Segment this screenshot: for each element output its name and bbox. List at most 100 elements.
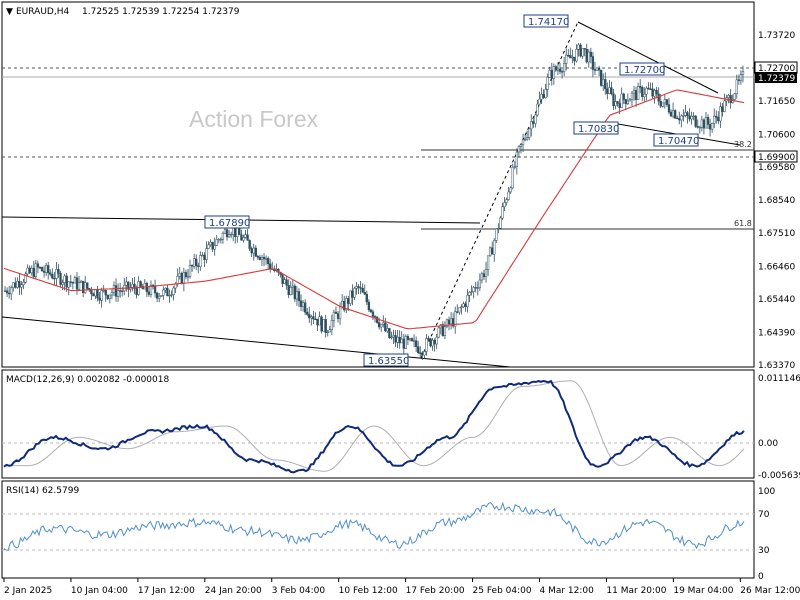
candle-body	[700, 119, 704, 128]
candle-body	[431, 339, 434, 347]
candle-body	[353, 288, 356, 298]
candle-body	[676, 117, 679, 120]
candle-body	[696, 126, 699, 128]
candle-body	[285, 279, 288, 286]
price-tick-label: 1.65440	[758, 295, 795, 305]
candle-body	[316, 318, 319, 326]
candle-body	[359, 287, 362, 289]
candle-body	[223, 229, 227, 234]
candle-body	[680, 115, 683, 121]
macd-panel	[1, 369, 755, 479]
level-label-1-70470: 1.70470	[653, 133, 699, 147]
candle-body	[414, 340, 418, 347]
candle-body	[456, 311, 459, 313]
candle-body	[634, 90, 638, 100]
candle-body	[153, 286, 157, 294]
candle-body	[121, 290, 124, 292]
candle-body	[176, 275, 179, 285]
price-tick-label: 1.71650	[758, 97, 795, 107]
candle-body	[79, 280, 83, 284]
candle-body	[501, 206, 504, 219]
candle-body	[484, 269, 488, 278]
level-text: 1.74170	[528, 17, 569, 28]
candle-body	[57, 269, 60, 274]
candle-body	[410, 338, 414, 342]
candle-body	[690, 116, 693, 120]
candle-body	[139, 281, 142, 287]
candle-body	[118, 290, 122, 292]
candle-body	[402, 338, 405, 349]
candle-body	[692, 115, 695, 118]
candle-body	[166, 287, 169, 297]
candle-body	[554, 66, 558, 71]
candle-body	[14, 282, 17, 288]
candle-body	[125, 281, 128, 286]
candle-body	[127, 281, 130, 290]
candle-body	[299, 300, 303, 307]
candle-body	[143, 282, 146, 290]
candle-body	[423, 351, 426, 356]
candle-body	[587, 51, 590, 63]
candle-body	[542, 94, 545, 99]
candle-body	[612, 93, 615, 106]
candle-body	[737, 79, 741, 81]
candle-body	[24, 273, 27, 283]
candle-body	[328, 329, 331, 333]
candle-body	[312, 316, 315, 320]
candle-body	[655, 89, 658, 95]
candle-body	[649, 88, 652, 90]
candle-body	[639, 86, 642, 88]
candle-body	[133, 283, 136, 289]
price-tick-label: 1.68540	[758, 196, 795, 206]
candle-body	[620, 93, 623, 108]
candle-body	[314, 318, 317, 321]
candle-body	[227, 234, 231, 238]
candle-body	[3, 290, 7, 292]
candle-body	[575, 49, 578, 62]
candle-body	[565, 54, 568, 64]
candle-body	[336, 313, 340, 319]
candle-body	[544, 89, 547, 99]
candle-body	[367, 301, 371, 311]
candle-body	[377, 322, 381, 328]
candle-body	[491, 247, 494, 255]
time-tick-label: 2 Jan 2025	[4, 586, 52, 596]
candle-body	[195, 258, 198, 266]
candle-body	[55, 269, 58, 279]
candle-body	[96, 289, 99, 299]
candle-body	[351, 290, 354, 298]
candle-body	[505, 199, 508, 203]
time-tick-label: 19 Mar 04:00	[673, 586, 733, 596]
candle-body	[562, 63, 566, 72]
candle-body	[408, 338, 412, 341]
candle-body	[665, 99, 669, 105]
candle-body	[371, 311, 375, 317]
candle-body	[289, 287, 292, 296]
time-tick-label: 24 Jan 20:00	[205, 586, 262, 596]
candle-body	[443, 326, 447, 336]
candle-body	[104, 290, 107, 296]
candle-body	[486, 255, 490, 270]
candle-body	[361, 287, 364, 293]
candle-body	[632, 90, 636, 94]
candle-body	[349, 290, 352, 304]
candle-body	[145, 282, 149, 293]
candle-body	[606, 88, 609, 94]
candle-body	[653, 89, 656, 97]
candle-body	[417, 346, 420, 353]
candle-body	[579, 44, 582, 57]
candle-body	[18, 281, 21, 288]
candle-body	[7, 292, 11, 295]
candle-body	[636, 86, 640, 100]
candle-body	[182, 272, 186, 284]
candle-body	[659, 101, 662, 107]
candle-body	[205, 248, 208, 260]
level-label-1-70830: 1.70830	[573, 121, 619, 135]
candle-body	[229, 233, 233, 236]
candle-body	[721, 106, 724, 112]
chart-collapse-icon[interactable]: ▼	[6, 7, 13, 17]
candle-body	[591, 56, 595, 70]
candle-body	[306, 311, 309, 315]
candle-body	[12, 282, 15, 288]
